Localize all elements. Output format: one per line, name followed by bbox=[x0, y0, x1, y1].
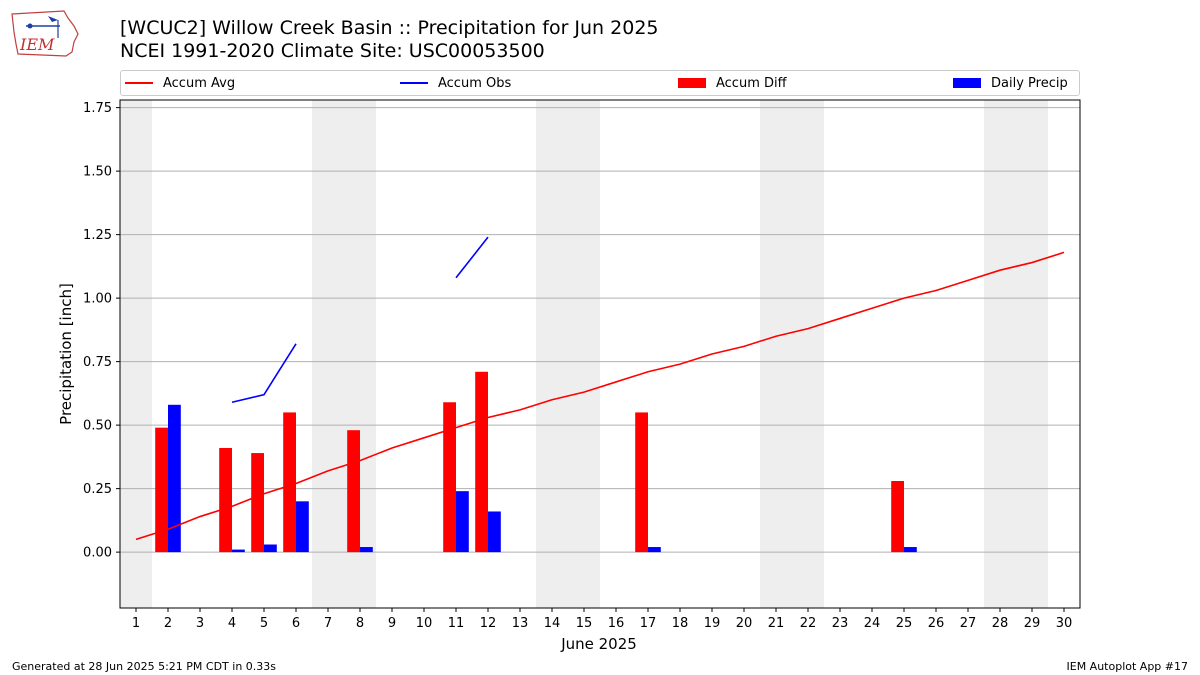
iowa-outline-icon bbox=[11, 10, 79, 57]
bar-accum-diff-day-5 bbox=[251, 453, 264, 553]
y-tick-label-6: 1.50 bbox=[83, 165, 112, 180]
bar-daily-precip-day-6 bbox=[296, 501, 309, 553]
x-tick-label-10: 10 bbox=[416, 616, 433, 631]
x-tick-label-30: 30 bbox=[1056, 616, 1073, 631]
iem-logo: IEM bbox=[11, 10, 79, 57]
x-tick-label-16: 16 bbox=[608, 616, 625, 631]
x-tick-label-18: 18 bbox=[672, 616, 689, 631]
x-tick-label-23: 23 bbox=[832, 616, 849, 631]
legend: Accum Avg Accum Obs Accum Diff Daily Pre… bbox=[120, 70, 1080, 96]
line-accum-avg-segment-0 bbox=[135, 251, 1065, 541]
x-tick-label-8: 8 bbox=[356, 616, 364, 631]
bar-daily-precip-day-2 bbox=[168, 404, 181, 553]
chart-subtitle: NCEI 1991-2020 Climate Site: USC00053500 bbox=[120, 40, 545, 62]
weekend-shade-3 bbox=[760, 100, 824, 608]
x-tick-label-4: 4 bbox=[228, 616, 236, 631]
legend-label-accum-avg: Accum Avg bbox=[163, 75, 236, 91]
x-tick-label-12: 12 bbox=[480, 616, 497, 631]
anemometer-icon bbox=[27, 23, 33, 29]
bar-daily-precip-day-17 bbox=[648, 547, 661, 553]
x-tick-label-6: 6 bbox=[292, 616, 300, 631]
y-tick-label-1: 0.25 bbox=[83, 482, 112, 497]
bar-accum-diff-day-2 bbox=[155, 427, 168, 553]
weekend-shade-1 bbox=[312, 100, 376, 608]
x-tick-label-9: 9 bbox=[388, 616, 396, 631]
app-id: IEM Autoplot App #17 bbox=[1066, 660, 1189, 673]
x-tick-label-2: 2 bbox=[164, 616, 172, 631]
x-tick-label-21: 21 bbox=[768, 616, 785, 631]
x-tick-label-5: 5 bbox=[260, 616, 268, 631]
x-tick-label-26: 26 bbox=[928, 616, 945, 631]
y-tick-label-7: 1.75 bbox=[83, 101, 112, 116]
y-tick-label-0: 0.00 bbox=[83, 546, 112, 561]
x-tick-label-28: 28 bbox=[992, 616, 1009, 631]
bar-daily-precip-day-4 bbox=[232, 549, 245, 553]
x-tick-label-7: 7 bbox=[324, 616, 332, 631]
legend-item-accum-avg: Accum Avg bbox=[125, 71, 235, 95]
legend-item-accum-diff: Accum Diff bbox=[678, 71, 787, 95]
y-tick-label-4: 1.00 bbox=[83, 292, 112, 307]
bar-accum-diff-day-11 bbox=[443, 402, 456, 553]
bar-daily-precip-day-5 bbox=[264, 544, 277, 553]
legend-swatch-accum-diff bbox=[678, 78, 706, 88]
weekend-shade-2 bbox=[536, 100, 600, 608]
bar-accum-diff-day-25 bbox=[891, 481, 904, 553]
legend-swatch-accum-obs bbox=[400, 82, 428, 84]
x-tick-label-15: 15 bbox=[576, 616, 593, 631]
logo-text: IEM bbox=[19, 35, 55, 54]
y-tick-label-5: 1.25 bbox=[83, 228, 112, 243]
y-tick-label-3: 0.75 bbox=[83, 355, 112, 370]
legend-swatch-accum-avg bbox=[125, 82, 153, 84]
x-tick-label-25: 25 bbox=[896, 616, 913, 631]
x-tick-label-13: 13 bbox=[512, 616, 529, 631]
x-axis-label: June 2025 bbox=[560, 635, 637, 653]
y-tick-label-2: 0.50 bbox=[83, 419, 112, 434]
chart-title: [WCUC2] Willow Creek Basin :: Precipitat… bbox=[120, 17, 659, 39]
x-tick-label-3: 3 bbox=[196, 616, 204, 631]
x-tick-label-11: 11 bbox=[448, 616, 465, 631]
x-tick-label-29: 29 bbox=[1024, 616, 1041, 631]
bar-daily-precip-day-12 bbox=[488, 511, 501, 553]
x-tick-label-17: 17 bbox=[640, 616, 657, 631]
weekend-shade-4 bbox=[984, 100, 1048, 608]
y-axis-label: Precipitation [inch] bbox=[57, 283, 75, 425]
x-tick-label-22: 22 bbox=[800, 616, 817, 631]
bar-daily-precip-day-25 bbox=[904, 547, 917, 553]
x-tick-label-14: 14 bbox=[544, 616, 561, 631]
legend-swatch-daily-precip bbox=[953, 78, 981, 88]
legend-label-accum-diff: Accum Diff bbox=[716, 75, 787, 91]
bar-accum-diff-day-17 bbox=[635, 412, 648, 553]
x-tick-label-20: 20 bbox=[736, 616, 753, 631]
line-accum-obs-segment-0 bbox=[231, 343, 297, 404]
x-tick-label-1: 1 bbox=[132, 616, 140, 631]
x-tick-label-19: 19 bbox=[704, 616, 721, 631]
weekend-shade-0 bbox=[120, 100, 152, 608]
x-tick-label-24: 24 bbox=[864, 616, 881, 631]
legend-label-daily-precip: Daily Precip bbox=[991, 75, 1068, 91]
bar-accum-diff-day-8 bbox=[347, 430, 360, 553]
legend-item-daily-precip: Daily Precip bbox=[953, 71, 1068, 95]
legend-item-accum-obs: Accum Obs bbox=[400, 71, 511, 95]
wind-vane-icon bbox=[48, 16, 58, 22]
legend-label-accum-obs: Accum Obs bbox=[438, 75, 512, 91]
generated-timestamp: Generated at 28 Jun 2025 5:21 PM CDT in … bbox=[12, 660, 277, 673]
line-accum-obs-segment-1 bbox=[455, 236, 489, 279]
plot-frame bbox=[119, 99, 1081, 609]
bar-accum-diff-day-4 bbox=[219, 447, 232, 553]
bar-accum-diff-day-6 bbox=[283, 412, 296, 553]
bar-daily-precip-day-8 bbox=[360, 547, 373, 553]
bar-daily-precip-day-11 bbox=[456, 491, 469, 553]
bar-accum-diff-day-12 bbox=[475, 371, 488, 553]
x-tick-label-27: 27 bbox=[960, 616, 977, 631]
